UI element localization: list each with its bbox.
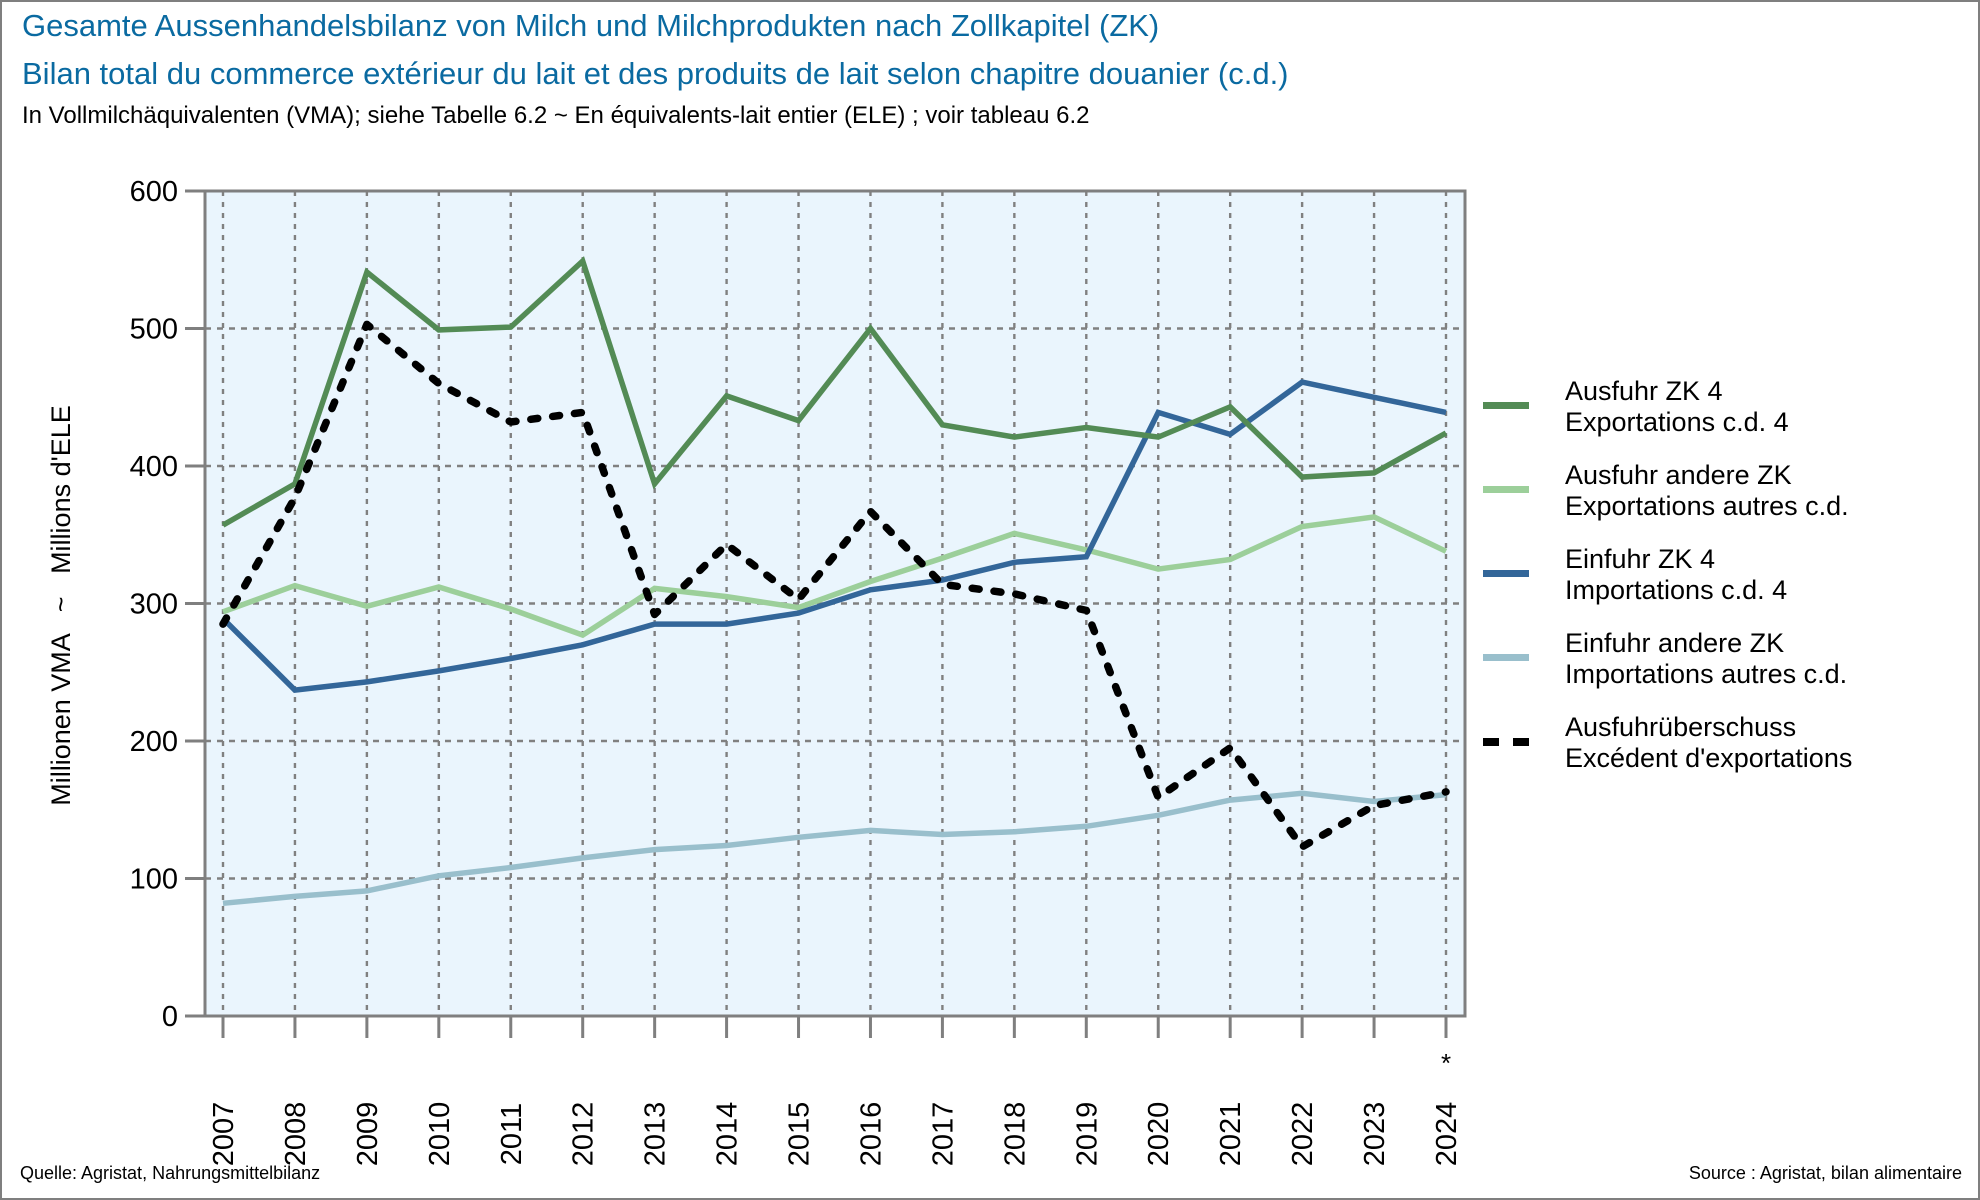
legend-item: Ausfuhr ZK 4 Exportations c.d. 4	[1480, 376, 1960, 460]
x-tick-label: 2009	[352, 1102, 384, 1167]
y-tick-label: 400	[130, 451, 178, 483]
legend-item: Ausfuhr andere ZK Exportations autres c.d…	[1480, 460, 1960, 544]
legend-swatch	[1483, 570, 1529, 577]
x-tick-label: 2023	[1359, 1102, 1391, 1167]
legend-label-fr: Importations c.d. 4	[1565, 575, 1788, 605]
x-tick-labels: 2007 2008 2009 2010 2011 2012 2013 2014 2015 2016…	[208, 1048, 1463, 1166]
legend-item: Einfuhr andere ZK Importations autres c.d…	[1480, 628, 1960, 712]
y-tick-label: 300	[130, 589, 178, 621]
legend-swatch	[1483, 402, 1529, 409]
x-tick-label: 2011	[496, 1103, 528, 1165]
series-line	[221, 256, 1448, 528]
source-de: Quelle: Agristat, Nahrungsmittelbilanz	[20, 1163, 321, 1183]
legend-label-de: Einfuhr ZK 4	[1565, 544, 1716, 574]
x-tick-label: 2024	[1431, 1102, 1463, 1167]
legend-swatch	[1483, 654, 1529, 661]
x-tick-label: 2020	[1143, 1102, 1175, 1167]
y-tick-label: 0	[162, 1001, 178, 1033]
legend-label: Ausfuhrüberschuss Excédent d'exportations	[1565, 712, 1852, 774]
y-axis-label: Millionen VMA ~ Millions d'ELE	[46, 405, 76, 806]
x-tick-label: 2007	[208, 1102, 240, 1167]
y-tick-labels: 0 100 200 300 400 500 600	[130, 176, 178, 1033]
x-tick-label: 2019	[1071, 1102, 1103, 1167]
x-tick-label: 2010	[424, 1102, 456, 1167]
chart-subtitle: In Vollmilchäquivalenten (VMA); siehe Ta…	[22, 102, 1090, 129]
legend-label: Ausfuhr andere ZK Exportations autres c.d…	[1565, 460, 1849, 522]
series-line	[222, 790, 1447, 907]
legend-label: Ausfuhr ZK 4 Exportations c.d. 4	[1565, 376, 1789, 438]
x-tick-label: 2014	[712, 1102, 744, 1167]
axes	[185, 189, 1467, 1038]
x-tick-label: 2015	[784, 1102, 816, 1167]
legend-label-de: Ausfuhr ZK 4	[1565, 376, 1723, 406]
legend-item: Ausfuhrüberschuss Excédent d'exportations	[1480, 712, 1960, 796]
legend-label-fr: Exportations autres c.d.	[1565, 491, 1849, 521]
x-tick-label: 2018	[999, 1102, 1031, 1167]
x-tick-annotation: *	[1441, 1048, 1451, 1078]
series-line	[219, 320, 1450, 851]
chart-legend: Ausfuhr ZK 4 Exportations c.d. 4 Ausfuhr a…	[1480, 376, 1960, 796]
x-tick-label: 2013	[640, 1102, 672, 1167]
x-tick-label: 2012	[568, 1102, 600, 1167]
legend-swatch	[1483, 486, 1529, 493]
x-tick-label: 2021	[1215, 1102, 1247, 1167]
y-tick-label: 500	[130, 314, 178, 346]
y-tick-label: 200	[130, 726, 178, 758]
x-tick-label: 2017	[927, 1102, 959, 1167]
chart-title-de: Gesamte Aussenhandelsbilanz von Milch un…	[22, 8, 1160, 43]
series-line	[222, 514, 1448, 639]
legend-label-fr: Importations autres c.d.	[1565, 659, 1848, 689]
source-fr: Source : Agristat, bilan alimentaire	[1688, 1163, 1962, 1183]
legend-label-fr: Excédent d'exportations	[1565, 743, 1853, 773]
legend-swatch	[1483, 738, 1529, 746]
series-lines	[219, 256, 1450, 907]
legend-item: Einfuhr ZK 4 Importations c.d. 4	[1480, 544, 1960, 628]
x-tick-label: 2008	[280, 1102, 312, 1167]
legend-label-de: Ausfuhrüberschuss	[1565, 712, 1797, 742]
series-line	[221, 379, 1447, 693]
legend-label: Einfuhr andere ZK Importations autres c.d…	[1565, 628, 1847, 690]
chart-title-fr: Bilan total du commerce extérieur du lai…	[22, 56, 1289, 91]
x-tick-label: 2016	[855, 1102, 887, 1167]
legend-label-de: Einfuhr andere ZK	[1565, 628, 1785, 658]
y-tick-label: 100	[130, 864, 178, 896]
legend-label-fr: Exportations c.d. 4	[1565, 407, 1789, 437]
x-tick-label: 2022	[1287, 1102, 1319, 1167]
legend-label: Einfuhr ZK 4 Importations c.d. 4	[1565, 544, 1787, 606]
y-tick-label: 600	[130, 176, 178, 208]
legend-label-de: Ausfuhr andere ZK	[1565, 460, 1792, 490]
